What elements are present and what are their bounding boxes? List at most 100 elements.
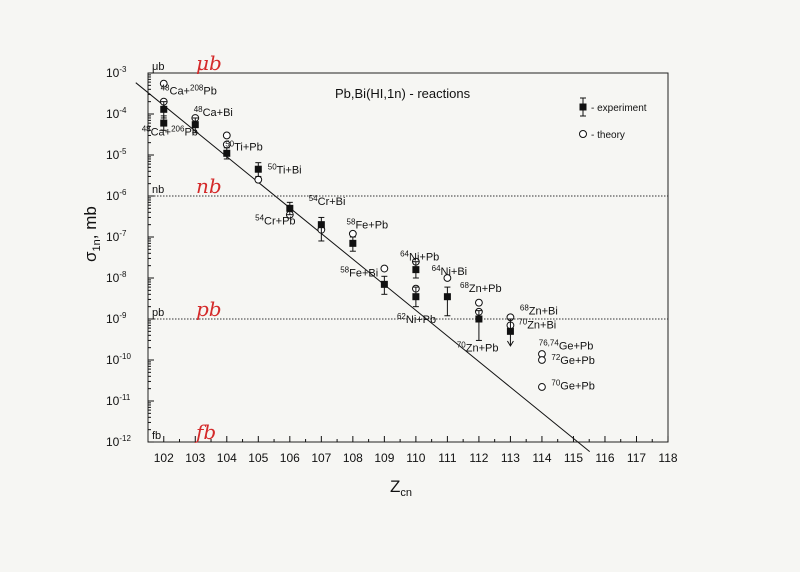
x-tick-label: 118 — [658, 451, 677, 465]
x-tick-label: 110 — [406, 451, 425, 465]
y-tick-label-exponent: -4 — [119, 106, 127, 115]
reaction-label-text: Fe+Bi — [349, 267, 378, 279]
reaction-label: 70Zn+Bi — [518, 318, 556, 332]
reaction-label-text: Ge+Pb — [560, 381, 595, 393]
x-axis-ticks: 102 103 104 105 106 107 108 109 110 111 112 113 114 1… — [154, 436, 678, 465]
reaction-label-mass: 62 — [397, 312, 406, 321]
reaction-label-text: Zn+Bi — [527, 320, 556, 332]
unit-level-label-nb: nb — [152, 184, 164, 196]
handwritten-label-μb: μb — [196, 51, 222, 75]
reaction-label-mass: 58 — [340, 265, 349, 274]
reaction-label-text: Zn+Bi — [529, 305, 558, 317]
y-tick-label-base: 10 — [106, 148, 120, 162]
experiment-point — [160, 119, 168, 127]
reaction-label-text: Fe+Pb — [355, 220, 388, 232]
y-tick-label-exponent: -9 — [119, 311, 127, 320]
y-tick-label-exponent: -3 — [119, 65, 127, 74]
reaction-label-text: Ca+Bi — [203, 107, 233, 119]
handwritten-label-fb: fb — [194, 420, 216, 444]
reaction-label-text: Ni+Pb — [409, 251, 439, 263]
x-tick-label: 104 — [217, 451, 237, 465]
y-tick-label-exponent: -7 — [119, 229, 127, 238]
x-tick-label: 111 — [438, 451, 457, 465]
x-tick-label: 112 — [469, 451, 488, 465]
y-tick-label: 10-12 — [106, 434, 131, 449]
reaction-label-text: Ge+Pb — [559, 341, 594, 353]
y-tick-label-exponent: -10 — [119, 352, 131, 361]
y-tick-label: 10-10 — [106, 352, 131, 367]
experiment-point — [349, 239, 357, 247]
reaction-label: 48Ca+206Pb — [142, 124, 198, 138]
reaction-label-mass: 70 — [457, 341, 466, 350]
reaction-label-text: Pb — [184, 126, 197, 138]
experiment-point — [412, 266, 420, 274]
theory-point — [538, 383, 546, 391]
x-axis-label: Zcn — [390, 477, 412, 499]
theory-point — [222, 131, 231, 140]
reaction-label-mass: 64 — [432, 264, 441, 273]
theory-point — [159, 79, 168, 88]
reaction-label: 48Ca+208Pb — [161, 83, 217, 97]
y-tick-label: 10-9 — [106, 311, 127, 326]
experiment-point — [380, 280, 388, 288]
x-tick-label: 108 — [343, 451, 363, 465]
y-axis-ticks: 10-310-410-510-610-710-810-910-1010-1110… — [106, 65, 154, 449]
reaction-label: 54Cr+Pb — [255, 214, 295, 228]
reaction-label-text: Ca+ — [151, 126, 172, 138]
legend-experiment-marker — [579, 103, 587, 111]
experiment-point — [475, 315, 483, 323]
reaction-label-text: Cr+Pb — [264, 216, 296, 228]
svg-text:Zcn: Zcn — [390, 477, 412, 499]
y-axis-label-main: σ — [81, 251, 100, 262]
reaction-label-text: Zn+Pb — [466, 343, 499, 355]
reaction-label-text: Pb — [203, 85, 216, 97]
x-tick-label: 115 — [564, 451, 583, 465]
x-tick-label: 107 — [311, 451, 331, 465]
y-tick-label: 10-6 — [106, 188, 127, 203]
legend-theory-label: - theory — [591, 130, 625, 141]
y-tick-label: 10-8 — [106, 270, 127, 285]
reaction-label-mass: 58 — [347, 218, 356, 227]
y-tick-label: 10-4 — [106, 106, 127, 121]
reaction-label-text: Ni+Bi — [441, 266, 468, 278]
theory-point — [538, 356, 546, 364]
reaction-label-mass: 64 — [400, 249, 409, 258]
x-tick-label: 114 — [532, 451, 551, 465]
reaction-label-mass: 48 — [142, 124, 151, 133]
handwritten-unit-labels: μb nb pb fb — [194, 51, 222, 444]
reaction-label-text: Ca+ — [170, 85, 191, 97]
reaction-label-mass: 54 — [255, 214, 264, 223]
theory-point — [443, 274, 452, 282]
reaction-label-text: Ti+Pb — [234, 141, 263, 153]
experiment-point — [160, 105, 168, 113]
svg-text:σ1n, mb: σ1n, mb — [81, 206, 103, 262]
y-tick-label-exponent: -11 — [119, 393, 131, 402]
theory-point — [475, 298, 483, 307]
unit-level-label-μb: μb — [152, 61, 164, 73]
x-tick-label: 113 — [501, 451, 520, 465]
y-tick-label: 10-11 — [106, 393, 131, 408]
chart-title: Pb,Bi(HI,1n) - reactions — [335, 86, 471, 101]
theory-series — [159, 79, 546, 391]
y-tick-label-exponent: -6 — [119, 188, 127, 197]
reaction-label-mass: 68 — [460, 281, 469, 290]
x-tick-label: 109 — [374, 451, 394, 465]
reaction-label-text: Ge+Pb — [560, 355, 595, 367]
reaction-label: 62Ni+Pb — [397, 312, 436, 326]
unit-level-label-fb: fb — [152, 430, 161, 442]
experiment-point — [412, 293, 420, 301]
x-axis-label-main: Z — [390, 477, 400, 496]
unit-level-label-pb: pb — [152, 307, 164, 319]
experiment-point — [254, 165, 262, 173]
reaction-label: 76,74Ge+Pb — [539, 339, 594, 353]
experiment-point — [191, 121, 199, 129]
legend-theory-marker — [579, 130, 587, 138]
y-tick-label-base: 10 — [106, 230, 120, 244]
experiment-point — [286, 204, 294, 212]
x-tick-label: 105 — [248, 451, 268, 465]
upper-limit-arrow — [506, 340, 514, 347]
x-axis-label-sub: cn — [400, 487, 412, 499]
reaction-label-mass: 76,74 — [539, 339, 560, 348]
reaction-label-text: Cr+Bi — [318, 196, 346, 208]
y-tick-label-exponent: -12 — [119, 434, 131, 443]
